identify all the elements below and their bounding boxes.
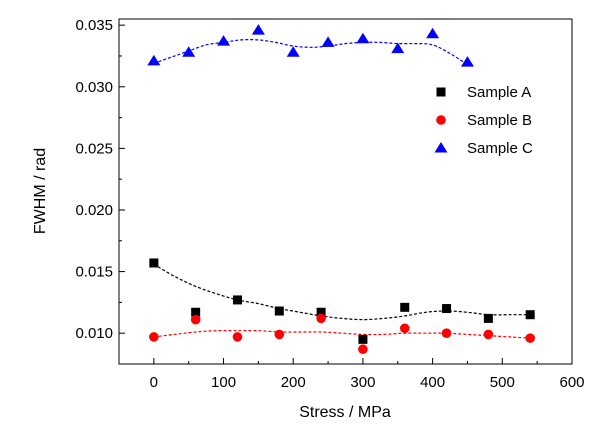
y-tick-label: 0.010: [75, 325, 113, 342]
y-axis: 0.010 0.015 0.020 0.025 0.030 0.035: [75, 17, 125, 365]
sample-a-point: [191, 307, 201, 317]
sample-c-trend-line: [153, 39, 468, 66]
x-tick-label: 100: [211, 374, 236, 391]
sample-b-point: [149, 332, 159, 342]
sample-c-point: [251, 24, 265, 35]
x-tick-label: 200: [281, 374, 306, 391]
legend-label-sample-a: Sample A: [467, 84, 531, 101]
y-tick-label: 0.020: [75, 202, 113, 219]
sample-b-point: [274, 329, 285, 340]
sample-b-point: [190, 314, 201, 325]
legend-label-sample-c: Sample C: [467, 140, 533, 157]
sample-a-point: [232, 295, 242, 305]
sample-b-point: [525, 333, 535, 343]
sample-a-trend-line: [153, 263, 531, 321]
sample-b-point: [399, 323, 410, 334]
y-axis-label: FWHM / rad: [32, 148, 49, 234]
sample-c-point: [147, 54, 161, 66]
x-tick-label: 300: [350, 374, 375, 391]
sample-c-point: [217, 35, 231, 46]
sample-a-point: [400, 302, 410, 312]
y-tick-label: 0.035: [75, 17, 113, 34]
sample-c-point: [356, 32, 370, 44]
x-axis-label: Stress / MPa: [299, 404, 391, 421]
y-tick-label: 0.025: [75, 140, 113, 157]
sample-a-point: [525, 310, 535, 320]
legend-marker-sample-a: [436, 87, 446, 97]
data-markers: [147, 24, 535, 355]
sample-c-point: [460, 56, 474, 67]
sample-a-point: [358, 334, 368, 344]
sample-c-point: [286, 46, 300, 57]
sample-c-point: [391, 42, 405, 54]
sample-b-trend-line: [153, 330, 531, 339]
sample-b-point: [316, 313, 326, 324]
y-tick-label: 0.015: [75, 264, 113, 281]
x-tick-label: 400: [420, 374, 445, 391]
legend-marker-sample-c: [434, 142, 448, 153]
sample-c-point: [426, 27, 440, 39]
sample-c-point: [182, 46, 196, 57]
legend: Sample A Sample B Sample C: [434, 84, 533, 157]
x-tick-label: 0: [150, 374, 158, 391]
y-tick-label: 0.030: [75, 79, 113, 96]
x-axis: 0 100 200 300 400 500 600: [118, 358, 585, 391]
sample-a-point: [483, 313, 493, 323]
sample-b-point: [358, 344, 368, 355]
sample-b-point: [441, 328, 452, 338]
sample-a-point: [316, 307, 326, 317]
sample-c-point: [321, 36, 335, 47]
plot-frame: [118, 18, 573, 365]
sample-b-point: [232, 332, 243, 342]
legend-marker-sample-b: [436, 115, 446, 125]
trend-lines: [153, 39, 531, 339]
x-tick-label: 500: [490, 374, 515, 391]
sample-a-point: [274, 306, 284, 316]
sample-a-point: [149, 258, 159, 268]
legend-label-sample-b: Sample B: [467, 112, 532, 129]
sample-a-point: [442, 304, 452, 314]
x-tick-label: 600: [559, 374, 584, 391]
sample-b-point: [483, 329, 494, 340]
